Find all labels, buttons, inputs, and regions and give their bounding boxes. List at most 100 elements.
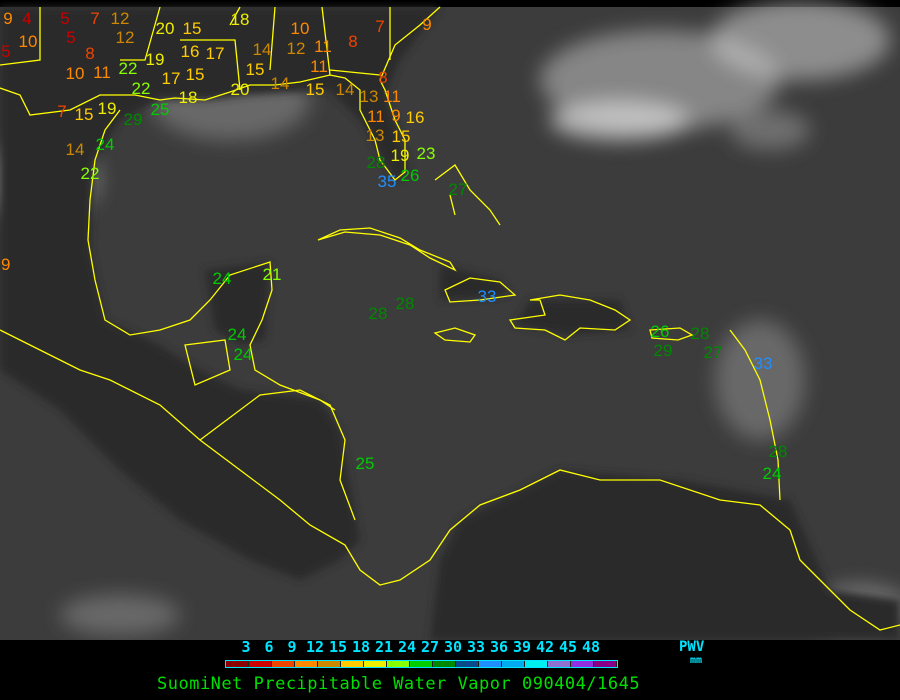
color-bar-swatch [525,661,548,667]
legend-unit-label: PWV [679,639,705,655]
color-bar-swatch [272,661,295,667]
station-pwv-value: 7 [375,17,384,36]
station-pwv-value: 12 [111,9,130,28]
station-pwv-value: 8 [348,32,357,51]
legend-tick: 3 [241,638,251,656]
station-pwv-value: 17 [162,69,181,88]
station-pwv-value: 18 [231,10,250,29]
station-pwv-value: 11 [367,107,385,126]
station-pwv-value: 15 [186,65,205,84]
mexico-borders [184,339,231,386]
station-pwv-value: 21 [263,265,282,284]
legend-tick: 6 [264,638,274,656]
station-pwv-value: 29 [124,110,143,129]
station-pwv-value: 23 [417,144,436,163]
station-pwv-value: 16 [181,42,200,61]
station-pwv-value: 24 [96,135,115,154]
station-pwv-value: 15 [392,127,411,146]
station-pwv-value: 13 [360,87,379,106]
station-pwv-value: 13 [366,126,385,145]
legend-tick: 39 [512,638,532,656]
station-pwv-value: 14 [336,80,355,99]
station-pwv-value: 19 [146,50,165,69]
legend-tick: 12 [305,638,325,656]
station-pwv-value: 22 [132,79,151,98]
color-bar-swatch [341,661,364,667]
color-bar-swatch [433,661,456,667]
legend-unit: mm [690,655,703,666]
mexico-coast [87,109,336,411]
station-pwv-value: 18 [179,88,198,107]
station-pwv-value: 19 [98,99,117,118]
legend: 3 6 9 12 15 18 21 24 27 30 33 36 39 42 45 48 PWV mm Suo… [0,640,900,700]
station-pwv-value: 27 [704,343,723,362]
station-pwv-value: 8 [85,44,94,63]
gulf-coast [0,6,441,181]
color-bar-swatch [548,661,571,667]
color-bar-swatch [456,661,479,667]
station-pwv-value: 17 [206,44,225,63]
legend-tick: 48 [581,638,601,656]
station-pwv-value: 28 [367,153,386,172]
station-pwv-value: 24 [228,325,247,344]
station-pwv-value: 4 [22,9,31,28]
station-pwv-value: 12 [287,39,306,58]
station-pwv-value: 12 [116,28,135,47]
coastlines [0,6,900,631]
station-pwv-value: 8 [378,68,387,87]
legend-tick: 45 [558,638,578,656]
station-pwv-value: 33 [754,354,773,373]
station-pwv-value: 24 [763,464,782,483]
station-pwv-value: 10 [19,32,38,51]
jamaica [433,327,477,343]
station-pwv-value: 29 [654,341,673,360]
legend-tick: 27 [420,638,440,656]
central-america-pacific [199,389,356,521]
station-pwv-value: 27 [449,180,468,199]
station-pwv-value: 15 [183,19,202,38]
legend-tick: 9 [287,638,297,656]
legend-tick: 15 [328,638,348,656]
station-pwv-value: 9 [1,255,10,274]
legend-tick: 18 [351,638,371,656]
station-pwv-value: 20 [231,80,250,99]
lesser-antilles [729,329,781,501]
legend-tick: 42 [535,638,555,656]
legend-tick: 24 [397,638,417,656]
bahamas [434,164,501,226]
color-bar-swatch [410,661,433,667]
station-pwv-value: 5 [1,42,10,61]
land-areas [0,7,900,640]
color-bar-swatch [295,661,318,667]
puerto-rico [649,327,694,341]
station-pwv-value: 15 [246,60,265,79]
color-bar-swatch [364,661,387,667]
state-borders [0,6,391,91]
color-bar [225,660,618,668]
legend-tick: 36 [489,638,509,656]
map-title: SuomiNet Precipitable Water Vapor 090404… [157,674,641,694]
station-pwv-value: 14 [66,140,85,159]
station-pwv-value: 15 [75,105,94,124]
station-pwv-value: 10 [66,64,85,83]
legend-tick: 30 [443,638,463,656]
station-pwv-value: 33 [478,287,497,306]
station-pwv-value: 9 [391,106,400,125]
station-pwv-value: 16 [406,108,425,127]
hispaniola [508,294,632,341]
color-bar-swatch [479,661,502,667]
station-pwv-value: 15 [306,80,325,99]
haiti-east-cuba [444,277,517,303]
station-pwv-value: 20 [156,19,175,38]
legend-tick: 21 [374,638,394,656]
color-bar-swatch [571,661,594,667]
station-pwv-value: 11 [93,63,111,82]
station-pwv-value: 5 [60,9,69,28]
color-bar-swatch [502,661,525,667]
station-pwv-value: 14 [271,74,290,93]
station-pwv-value: 22 [119,59,138,78]
color-bar-swatch [226,661,249,667]
station-pwv-value: 14 [253,40,272,59]
